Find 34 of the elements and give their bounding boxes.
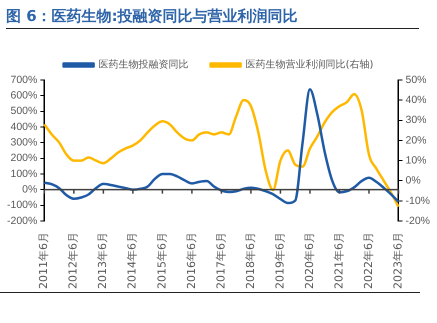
x-tick-label: 2021年6月 (332, 232, 346, 290)
y-tick-label: 200% (10, 152, 38, 164)
legend-label: 医药生物投融资同比 (98, 58, 189, 71)
x-tick-label: 2017年6月 (214, 232, 228, 290)
x-tick-label: 2018年6月 (244, 232, 257, 290)
x-tick-label: 2014年6月 (126, 232, 139, 290)
y2-tick-label: 0% (405, 174, 421, 187)
x-tick-label: 2012年6月 (66, 232, 80, 290)
y2-tick-label: 10% (405, 154, 427, 166)
y-tick-label: 700% (10, 74, 38, 86)
y-tick-label: -200% (6, 214, 38, 227)
y2-tick-label: -20% (405, 214, 430, 227)
y2-tick-label: 20% (405, 134, 427, 146)
y-tick-label: 300% (10, 136, 38, 149)
y2-tick-label: -10% (405, 194, 430, 207)
x-tick-label: 2015年6月 (155, 232, 168, 290)
x-tick-label: 2022年6月 (362, 232, 375, 290)
y2-tick-label: 40% (405, 94, 427, 106)
x-tick-label: 2020年6月 (302, 232, 316, 290)
x-tick-label: 2023年6月 (391, 232, 404, 290)
x-tick-label: 2011年6月 (37, 232, 50, 290)
y2-tick-label: 30% (405, 114, 427, 126)
y-tick-label: 500% (10, 105, 38, 118)
y-tick-label: -100% (6, 199, 38, 212)
y-tick-label: 400% (10, 120, 38, 133)
x-tick-label: 2013年6月 (96, 232, 110, 290)
legend-label: 医药生物营业利润同比(右轴) (246, 58, 374, 71)
y-tick-label: 600% (10, 90, 38, 102)
chart-title: 图 6：医药生物:投融资同比与营业利润同比 (6, 5, 419, 29)
x-tick-label: 2019年6月 (273, 232, 286, 290)
y2-tick-label: 50% (405, 74, 427, 86)
y-tick-label: 100% (10, 168, 38, 180)
x-tick-label: 2016年6月 (184, 232, 198, 290)
y-tick-label: 0% (22, 184, 38, 196)
